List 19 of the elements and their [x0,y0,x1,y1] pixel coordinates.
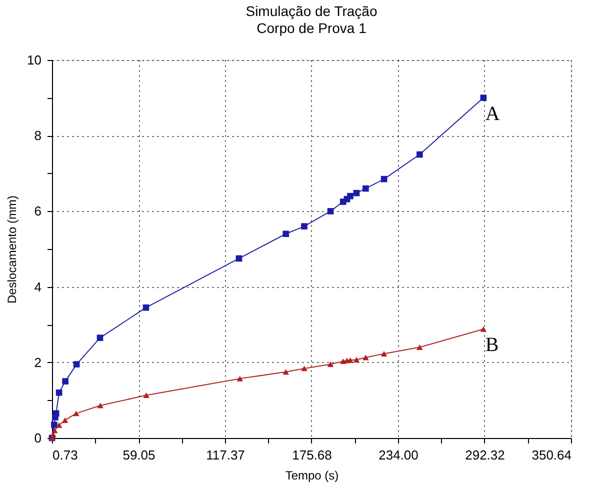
y-tick-label: 0 [34,430,42,446]
series-label: A [485,102,500,125]
y-tick-label: 8 [34,128,42,144]
x-tick-label: 117.37 [206,448,245,462]
chart-subtitle: Corpo de Prova 1 [256,20,367,36]
x-tick-label: 292.32 [465,448,505,462]
x-tick-label: 350.64 [532,448,572,462]
chart-title: Simulação de Tração [246,3,378,19]
x-tick-label: 0.73 [52,448,78,462]
x-tick-label: 175.68 [292,448,332,462]
y-axis-title: Deslocamento (mm) [5,195,20,304]
y-tick-label: 6 [34,204,42,219]
series-label: B [485,334,499,356]
x-tick-label: 234.00 [378,448,418,462]
x-axis-title: Tempo (s) [285,468,339,482]
y-tick-label: 10 [27,52,42,68]
y-tick-label: 4 [34,279,42,294]
y-tick-label: 2 [34,354,42,370]
x-tick-label: 59.05 [122,448,156,462]
